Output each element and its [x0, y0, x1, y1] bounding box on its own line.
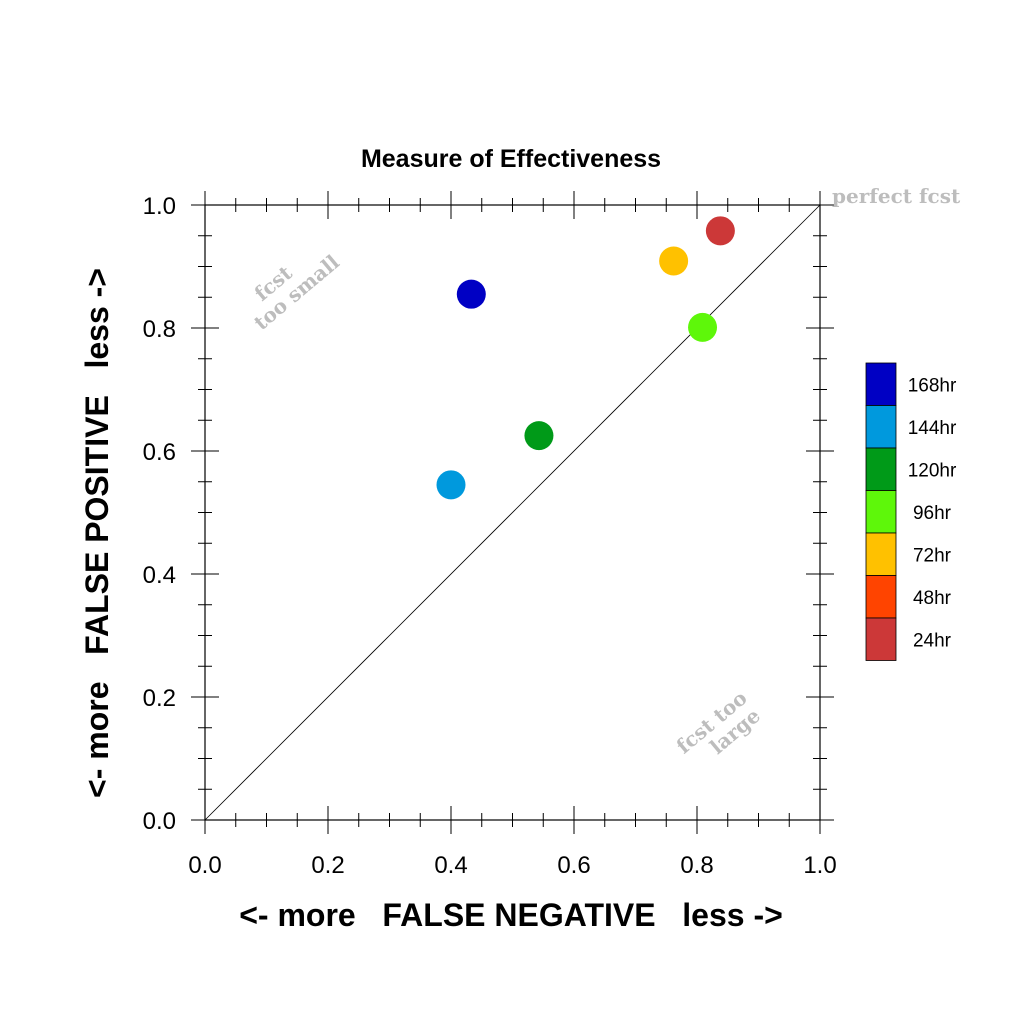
diagonal-line	[204, 204, 821, 821]
y-tick-label: 0.6	[143, 439, 176, 466]
x-tick-label: 0.0	[188, 852, 221, 879]
y-tick-label: 0.2	[143, 685, 176, 712]
legend-label-144hr: 144hr	[908, 418, 957, 439]
legend-swatch-120hr	[865, 447, 897, 491]
axis-ticks	[191, 191, 834, 834]
legend-swatch-144hr	[865, 405, 897, 449]
chart-title: Measure of Effectiveness	[361, 145, 661, 173]
x-tick-label: 0.2	[311, 852, 344, 879]
legend-label-24hr: 24hr	[913, 630, 952, 651]
x-tick-label: 0.4	[434, 852, 467, 879]
perfect-forecast-annotation: perfect fcst	[832, 184, 961, 208]
y-tick-label: 0.8	[143, 316, 176, 343]
legend-swatch-24hr	[865, 617, 897, 661]
too-small-annotation: fcst too small	[249, 250, 344, 335]
legend-label-168hr: 168hr	[908, 375, 957, 396]
too-large-annotation: fcst too large	[672, 686, 765, 759]
x-tick-labels: 0.0 0.2 0.4 0.6 0.8 1.0	[188, 852, 836, 879]
x-axis-title: <- more FALSE NEGATIVE less ->	[239, 897, 783, 933]
legend: 168hr 144hr 120hr 96hr 72hr 48hr 24hr	[865, 362, 957, 661]
legend-swatch-168hr	[865, 362, 897, 406]
y-tick-label: 0.4	[143, 562, 176, 589]
data-point-144hr	[436, 470, 466, 500]
y-tick-label: 1.0	[143, 193, 176, 220]
x-tick-label: 1.0	[803, 852, 836, 879]
data-point-72hr	[659, 246, 689, 276]
data-point-168hr	[456, 279, 486, 309]
legend-label-48hr: 48hr	[913, 588, 952, 609]
legend-label-96hr: 96hr	[913, 503, 952, 524]
y-tick-labels: 0.0 0.2 0.4 0.6 0.8 1.0	[143, 193, 176, 835]
x-tick-label: 0.6	[557, 852, 590, 879]
legend-swatch-96hr	[865, 490, 897, 534]
data-point-24hr	[705, 216, 735, 246]
data-point-120hr	[524, 421, 554, 451]
y-axis-title: <- more FALSE POSITIVE less ->	[79, 268, 115, 798]
legend-swatch-48hr	[865, 575, 897, 619]
diagonal-reference-line	[204, 204, 821, 821]
legend-label-120hr: 120hr	[908, 460, 957, 481]
y-tick-label: 0.0	[143, 808, 176, 835]
legend-label-72hr: 72hr	[913, 545, 952, 566]
legend-swatch-72hr	[865, 532, 897, 576]
x-tick-label: 0.8	[680, 852, 713, 879]
data-point-96hr	[688, 312, 718, 342]
data-points	[436, 216, 735, 500]
